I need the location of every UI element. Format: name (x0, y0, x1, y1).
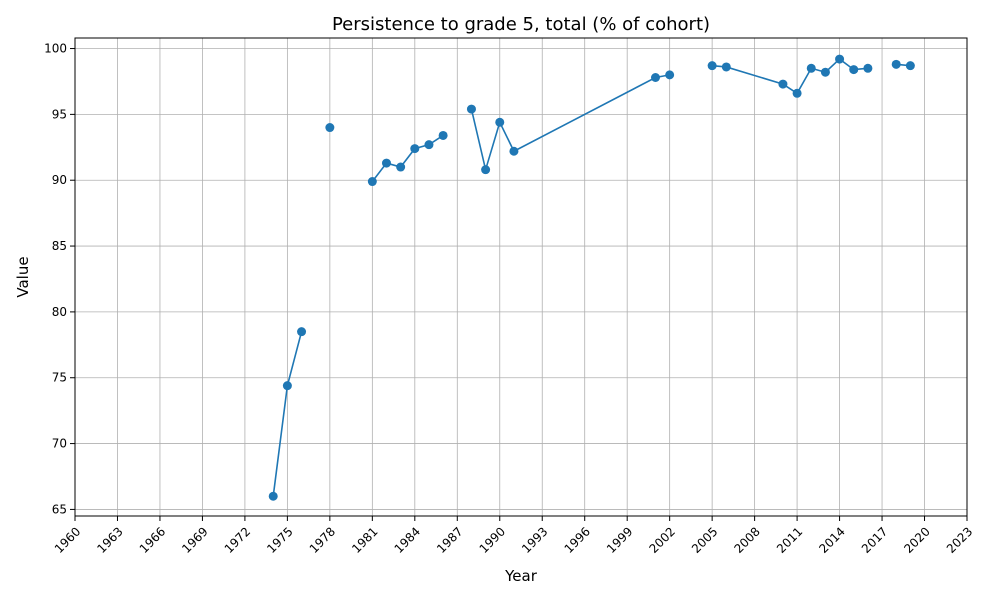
x-tick-label: 1987 (434, 524, 465, 555)
data-point (367, 177, 377, 187)
x-axis-label: Year (504, 567, 538, 585)
x-tick-label: 1993 (519, 524, 550, 555)
x-tick-label: 1960 (52, 524, 83, 555)
x-tick-label: 1975 (264, 524, 295, 555)
plot-frame (74, 37, 968, 517)
x-tick-label: 2020 (901, 524, 932, 555)
data-point (495, 117, 505, 127)
data-point (905, 61, 915, 71)
data-point (268, 491, 278, 501)
y-tick-label: 80 (52, 305, 67, 319)
x-tick-label: 2023 (944, 524, 975, 555)
data-point (325, 123, 335, 133)
y-tick-label: 70 (52, 437, 67, 451)
x-tick-label: 1999 (604, 524, 635, 555)
y-axis-label: Value (14, 256, 32, 297)
data-point (863, 63, 873, 73)
data-point (410, 144, 420, 154)
x-tick-label: 2011 (774, 524, 805, 555)
series-line-segment (712, 58, 868, 95)
x-tick-label: 1984 (392, 524, 423, 555)
data-point (481, 165, 491, 175)
gridlines (74, 38, 968, 516)
y-tick-label: 95 (52, 107, 67, 121)
x-tick-label: 2014 (816, 524, 847, 555)
data-point (424, 140, 434, 150)
x-tick-label: 1990 (477, 524, 508, 555)
data-point (297, 327, 307, 337)
chart-title: Persistence to grade 5, total (% of coho… (332, 14, 710, 35)
x-tick-label: 1996 (562, 524, 593, 555)
data-point (396, 162, 406, 172)
data-point (849, 65, 859, 75)
axis-ticks: 1960 1963 1966 1969 1972 1975 1978 1981 1984 1987… (44, 42, 975, 556)
data-point (707, 61, 717, 71)
x-tick-label: 1966 (137, 524, 168, 555)
data-point (381, 158, 391, 168)
x-tick-label: 1972 (222, 524, 253, 555)
y-tick-label: 65 (52, 502, 67, 516)
series-group (268, 54, 915, 501)
x-tick-label: 1963 (94, 524, 125, 555)
x-tick-label: 1969 (179, 524, 210, 555)
x-tick-label: 2002 (647, 524, 678, 555)
data-point (806, 63, 816, 73)
x-tick-label: 1981 (349, 524, 380, 555)
data-point (792, 88, 802, 98)
data-point (665, 70, 675, 80)
data-point (891, 59, 901, 69)
x-tick-label: 2005 (689, 524, 720, 555)
y-tick-label: 90 (52, 173, 67, 187)
data-point (778, 79, 788, 89)
x-tick-label: 1978 (307, 524, 338, 555)
data-point (509, 146, 519, 156)
y-tick-label: 75 (52, 371, 67, 385)
data-point (835, 54, 845, 64)
y-tick-label: 85 (52, 239, 67, 253)
data-point (820, 67, 830, 77)
data-point (282, 381, 292, 391)
data-point (721, 62, 731, 72)
data-point (651, 73, 661, 83)
x-tick-label: 2017 (859, 524, 890, 555)
x-tick-label: 2008 (731, 524, 762, 555)
data-point (438, 130, 448, 140)
data-point (466, 104, 476, 114)
y-tick-label: 100 (44, 42, 67, 56)
